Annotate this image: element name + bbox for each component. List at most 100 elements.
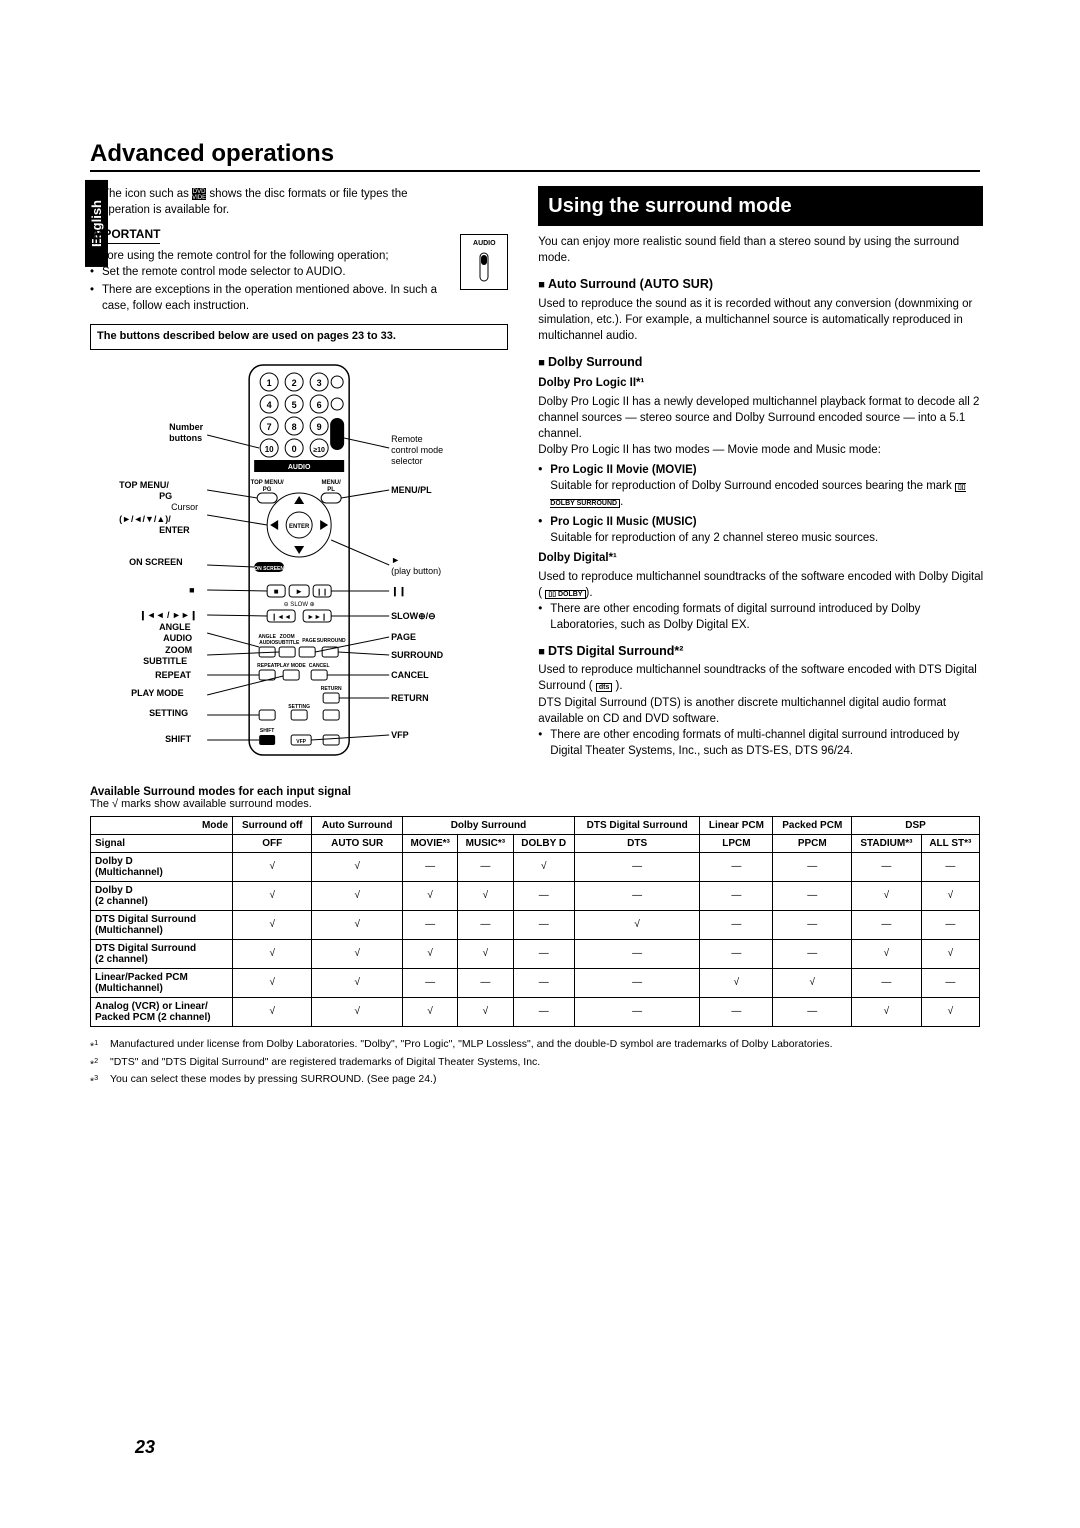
svg-text:SLOW⊕/⊖: SLOW⊕/⊖ bbox=[391, 611, 436, 621]
plii-heading: Dolby Pro Logic II*¹ bbox=[538, 375, 983, 391]
svg-text:5: 5 bbox=[292, 400, 297, 410]
svg-text:PLAY MODE: PLAY MODE bbox=[131, 688, 184, 698]
movie-heading: Pro Logic II Movie (MOVIE) bbox=[538, 462, 983, 478]
svg-text:8: 8 bbox=[292, 422, 297, 432]
surround-modes-table: Mode Surround off Auto Surround Dolby Su… bbox=[90, 816, 980, 1027]
svg-text:SURROUND: SURROUND bbox=[317, 638, 346, 644]
movie-text: Suitable for reproduction of Dolby Surro… bbox=[538, 478, 983, 510]
svg-text:■: ■ bbox=[189, 585, 194, 595]
audio-switch-diagram: AUDIO bbox=[460, 234, 508, 290]
svg-text:❙❙: ❙❙ bbox=[391, 586, 406, 597]
svg-text:►: ► bbox=[391, 555, 400, 565]
dts-heading: DTS Digital Surround*² bbox=[538, 643, 983, 661]
plii-p1: Dolby Pro Logic II has a newly developed… bbox=[538, 394, 983, 442]
svg-text:selector: selector bbox=[391, 456, 423, 466]
svg-text:SHIFT: SHIFT bbox=[165, 734, 192, 744]
svg-text:PG: PG bbox=[263, 487, 272, 493]
svg-text:4: 4 bbox=[267, 400, 272, 410]
svg-text:6: 6 bbox=[317, 400, 322, 410]
auto-sur-text: Used to reproduce the sound as it is rec… bbox=[538, 296, 983, 344]
svg-text:buttons: buttons bbox=[169, 433, 202, 443]
svg-text:SUBTITLE: SUBTITLE bbox=[143, 656, 187, 666]
surround-banner: Using the surround mode bbox=[538, 186, 983, 226]
svg-text:►►❙: ►►❙ bbox=[307, 613, 327, 621]
svg-text:AUDIO: AUDIO bbox=[259, 640, 275, 646]
svg-text:RETURN: RETURN bbox=[321, 686, 342, 692]
table-header-row-1: Mode Surround off Auto Surround Dolby Su… bbox=[91, 816, 980, 834]
table-body: Dolby D(Multichannel)√√——√—————Dolby D(2… bbox=[91, 852, 980, 1026]
table-row: Dolby D(2 channel)√√√√————√√ bbox=[91, 881, 980, 910]
svg-text:❙◄◄: ❙◄◄ bbox=[271, 613, 291, 621]
plii-p2: Dolby Pro Logic II has two modes — Movie… bbox=[538, 442, 983, 458]
music-text: Suitable for reproduction of any 2 chann… bbox=[538, 530, 983, 546]
footnote-3: You can select these modes by pressing S… bbox=[110, 1073, 436, 1085]
footnotes: *1Manufactured under license from Dolby … bbox=[90, 1037, 980, 1088]
footnote-1: Manufactured under license from Dolby La… bbox=[110, 1038, 833, 1050]
page-number: 23 bbox=[135, 1437, 155, 1458]
svg-text:RETURN: RETURN bbox=[391, 693, 429, 703]
svg-text:3: 3 bbox=[317, 378, 322, 388]
svg-text:2: 2 bbox=[292, 378, 297, 388]
svg-text:ANGLE: ANGLE bbox=[159, 622, 191, 632]
dolby-digital-logo: ▯▯ DOLBY bbox=[545, 590, 585, 599]
svg-text:SURROUND: SURROUND bbox=[391, 650, 444, 660]
dd-heading: Dolby Digital*¹ bbox=[538, 550, 983, 566]
svg-text:ZOOM: ZOOM bbox=[165, 645, 192, 655]
music-heading: Pro Logic II Music (MUSIC) bbox=[538, 514, 983, 530]
table-title: Available Surround modes for each input … bbox=[90, 786, 980, 798]
svg-text:VFP: VFP bbox=[296, 739, 306, 745]
footnote-2: "DTS" and "DTS Digital Surround" are reg… bbox=[110, 1056, 540, 1068]
svg-text:↘: ↘ bbox=[335, 460, 340, 466]
svg-text:control mode: control mode bbox=[391, 445, 443, 455]
svg-text:PG: PG bbox=[159, 491, 172, 501]
dts-logo: dts bbox=[596, 683, 613, 692]
svg-text:PAGE: PAGE bbox=[302, 638, 316, 644]
info-bar: The buttons described below are used on … bbox=[90, 324, 508, 349]
dolby-surround-heading: Dolby Surround bbox=[538, 354, 983, 372]
icon-intro: The icon such as DVDVIDEO shows the disc… bbox=[90, 186, 448, 218]
svg-text:SETTING: SETTING bbox=[149, 708, 188, 718]
svg-text:Remote: Remote bbox=[391, 434, 423, 444]
svg-text:■: ■ bbox=[274, 587, 279, 596]
svg-text:Cursor: Cursor bbox=[171, 502, 198, 512]
page-title: Advanced operations bbox=[90, 140, 980, 172]
right-column: Using the surround mode You can enjoy mo… bbox=[538, 186, 983, 776]
dd-text: Used to reproduce multichannel soundtrac… bbox=[538, 569, 983, 601]
svg-text:SUBTITLE: SUBTITLE bbox=[275, 640, 300, 646]
svg-text:MENU/PL: MENU/PL bbox=[391, 485, 432, 495]
svg-text:Number: Number bbox=[169, 422, 204, 432]
svg-text:SETTING: SETTING bbox=[288, 704, 310, 710]
dts-p1: Used to reproduce multichannel soundtrac… bbox=[538, 662, 983, 694]
svg-text:⊖ SLOW ⊕: ⊖ SLOW ⊕ bbox=[284, 602, 315, 608]
important-heading: IMPORTANT bbox=[90, 226, 160, 244]
svg-text:PLAY MODE: PLAY MODE bbox=[277, 663, 307, 669]
surround-intro: You can enjoy more realistic sound field… bbox=[538, 234, 983, 266]
svg-text:❙❙: ❙❙ bbox=[316, 588, 328, 596]
table-header-row-2: Signal OFF AUTO SUR MOVIE*³ MUSIC*³ DOLB… bbox=[91, 834, 980, 852]
before-text: Before using the remote control for the … bbox=[90, 248, 448, 264]
svg-text:PAGE: PAGE bbox=[391, 632, 416, 642]
bullet-1: Set the remote control mode selector to … bbox=[90, 264, 448, 280]
svg-text:AUDIO: AUDIO bbox=[163, 633, 192, 643]
svg-text:SHIFT: SHIFT bbox=[260, 728, 274, 734]
svg-text:(play button): (play button) bbox=[391, 566, 441, 576]
svg-text:7: 7 bbox=[267, 422, 272, 432]
svg-text:REPEAT: REPEAT bbox=[257, 663, 277, 669]
remote-diagram: 1 2 3 4 5 6 7 8 9 10 0 ≥10 AUDI bbox=[90, 360, 508, 760]
svg-text:ON SCREEN: ON SCREEN bbox=[129, 557, 183, 567]
svg-text:TOP MENU/: TOP MENU/ bbox=[119, 480, 169, 490]
table-row: Analog (VCR) or Linear/Packed PCM (2 cha… bbox=[91, 997, 980, 1026]
left-column: The icon such as DVDVIDEO shows the disc… bbox=[90, 186, 508, 776]
svg-text:≥10: ≥10 bbox=[313, 447, 325, 454]
svg-text:ON SCREEN: ON SCREEN bbox=[254, 566, 284, 572]
auto-sur-heading: Auto Surround (AUTO SUR) bbox=[538, 276, 983, 294]
table-row: DTS Digital Surround(2 channel)√√√√————√… bbox=[91, 939, 980, 968]
table-row: Dolby D(Multichannel)√√——√————— bbox=[91, 852, 980, 881]
dts-p2: DTS Digital Surround (DTS) is another di… bbox=[538, 695, 983, 727]
dd-bullet: There are other encoding formats of digi… bbox=[538, 601, 983, 633]
svg-text:REPEAT: REPEAT bbox=[155, 670, 191, 680]
svg-text:ENTER: ENTER bbox=[159, 525, 190, 535]
svg-text:PL: PL bbox=[327, 487, 335, 493]
table-row: DTS Digital Surround(Multichannel)√√———√… bbox=[91, 910, 980, 939]
svg-text:❙◄◄ / ►►❙: ❙◄◄ / ►►❙ bbox=[139, 610, 197, 621]
